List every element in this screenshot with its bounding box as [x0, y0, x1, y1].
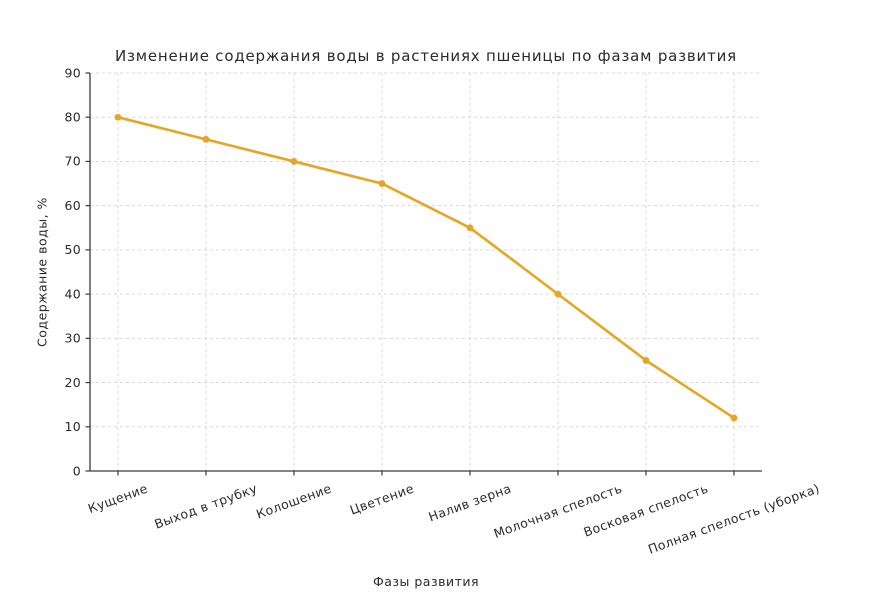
y-tick-label: 40 [64, 286, 81, 301]
chart-title: Изменение содержания воды в растениях пш… [114, 47, 738, 65]
x-tick-label: Колошение [254, 481, 333, 522]
y-tick-label: 10 [64, 419, 81, 434]
y-tick-label: 70 [64, 154, 81, 169]
data-point-marker [642, 357, 650, 364]
y-tick-label: 30 [64, 331, 81, 346]
data-point-marker [378, 180, 386, 187]
data-line [116, 115, 736, 420]
x-tick-label: Кущение [86, 481, 150, 516]
y-tick-label: 90 [64, 65, 81, 80]
y-tick-label: 80 [64, 110, 81, 125]
y-tick-label: 20 [64, 375, 81, 390]
x-tick-label: Налив зерна [426, 481, 513, 525]
data-point-marker [554, 290, 562, 298]
y-tick-label: 50 [64, 242, 81, 257]
data-point-marker [114, 113, 122, 121]
data-point-marker [290, 158, 298, 165]
x-axis-label: Фазы развития [372, 574, 480, 589]
y-tick-label: 60 [64, 198, 81, 213]
data-point-marker [466, 224, 474, 232]
data-point-marker [202, 135, 210, 143]
y-tick-label: 0 [73, 463, 81, 478]
x-tick-label: Цветение [348, 481, 416, 518]
x-tick-label: Выход в трубку [152, 481, 259, 532]
data-point-marker [730, 414, 738, 422]
